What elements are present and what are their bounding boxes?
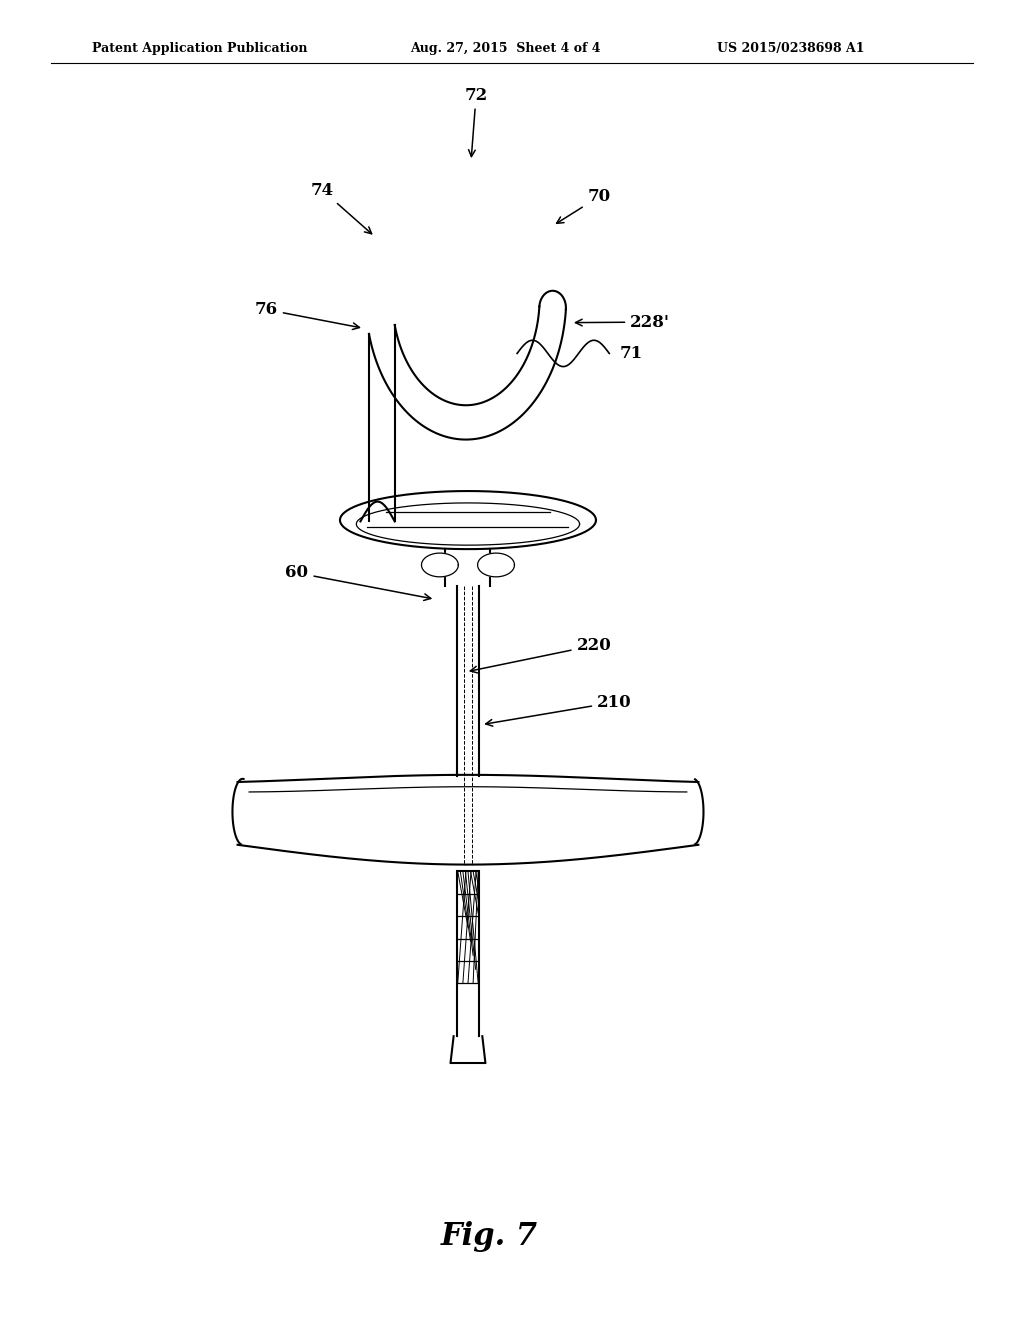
Text: 72: 72 bbox=[465, 87, 487, 157]
Text: 210: 210 bbox=[485, 694, 632, 726]
Text: 220: 220 bbox=[470, 638, 611, 673]
Text: 228': 228' bbox=[575, 314, 671, 330]
Text: 70: 70 bbox=[557, 189, 610, 223]
Polygon shape bbox=[477, 553, 514, 577]
Polygon shape bbox=[422, 553, 459, 577]
Text: 60: 60 bbox=[286, 565, 431, 601]
Text: 71: 71 bbox=[620, 345, 643, 362]
Text: 76: 76 bbox=[255, 301, 359, 330]
Text: Fig. 7: Fig. 7 bbox=[440, 1221, 538, 1251]
Text: Patent Application Publication: Patent Application Publication bbox=[92, 42, 307, 55]
Text: Aug. 27, 2015  Sheet 4 of 4: Aug. 27, 2015 Sheet 4 of 4 bbox=[410, 42, 600, 55]
Text: US 2015/0238698 A1: US 2015/0238698 A1 bbox=[717, 42, 864, 55]
Text: 74: 74 bbox=[311, 182, 372, 234]
